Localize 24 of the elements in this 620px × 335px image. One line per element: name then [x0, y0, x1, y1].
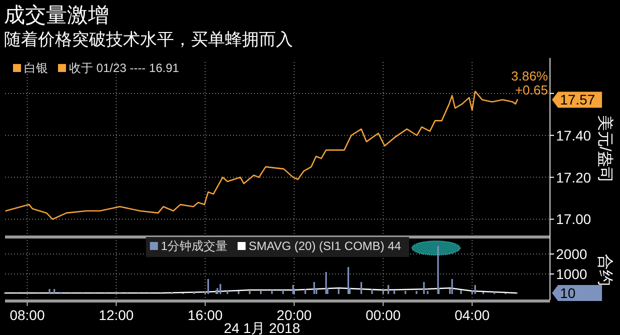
y-axis-title: 美元/盎司 [596, 114, 614, 184]
y-tick-label: 17.40 [556, 127, 592, 144]
annotation: +0.65 [515, 82, 548, 98]
y-tick-label: 1000 [556, 266, 588, 282]
y-axis-title: 合约 [596, 254, 614, 286]
y-tick-label: 2000 [556, 246, 588, 262]
annotation: 3.86% [511, 68, 548, 84]
x-tick-label: 04:00 [454, 307, 490, 323]
x-axis-title: 24 1月 2018 [224, 320, 300, 335]
x-tick-label: 12:00 [98, 307, 134, 323]
legend-label: 白银 [24, 61, 48, 75]
text: 10 [560, 285, 576, 301]
x-tick-label: 16:00 [188, 307, 223, 323]
legend-label: 1分钟成交量 [160, 239, 228, 253]
x-tick-label: 08:00 [10, 307, 45, 323]
x-tick-label: 00:00 [366, 307, 401, 323]
annotation: 收于 01/23 ---- 16.91 [69, 61, 180, 75]
y-tick-label: 17.00 [556, 211, 592, 228]
chart-title: 成交量激增 [4, 4, 109, 27]
text: 17.57 [560, 92, 596, 108]
legend-label: SMAVG (20) (SI1 COMB) 44 [248, 239, 402, 253]
chart-subtitle: 随着价格突破技术水平，买单蜂拥而入 [4, 30, 293, 49]
y-tick-label: 17.20 [556, 169, 592, 186]
x-tick-label: 20:00 [276, 307, 312, 323]
